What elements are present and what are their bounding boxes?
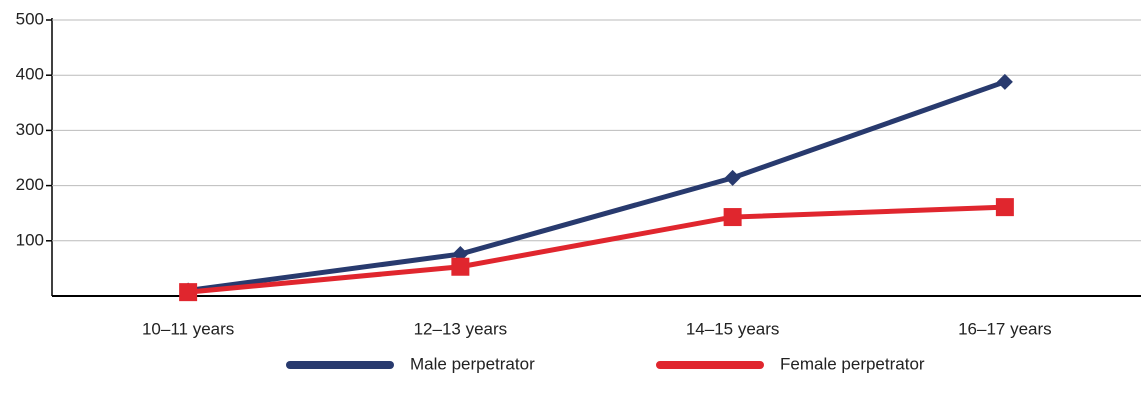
y-tick-label: 400: [16, 65, 44, 84]
x-tick-label: 10–11 years: [142, 319, 234, 338]
y-tick-label: 300: [16, 120, 44, 139]
series-line: [187, 204, 1005, 295]
point-marker: [995, 198, 1014, 217]
y-tick-label: 200: [16, 175, 44, 194]
series-line: [187, 79, 1006, 293]
y-tick-label: 500: [16, 9, 44, 28]
y-tick-label: 100: [16, 230, 44, 249]
point-marker: [179, 283, 198, 302]
point-marker: [996, 73, 1013, 90]
x-tick-label: 12–13 years: [414, 319, 508, 338]
point-marker: [451, 257, 470, 276]
x-tick-label: 16–17 years: [958, 319, 1052, 338]
legend-label: Female perpetrator: [780, 354, 925, 373]
x-tick-label: 14–15 years: [686, 319, 780, 338]
point-marker: [723, 208, 742, 227]
point-marker: [724, 169, 741, 186]
legend-label: Male perpetrator: [410, 354, 535, 373]
